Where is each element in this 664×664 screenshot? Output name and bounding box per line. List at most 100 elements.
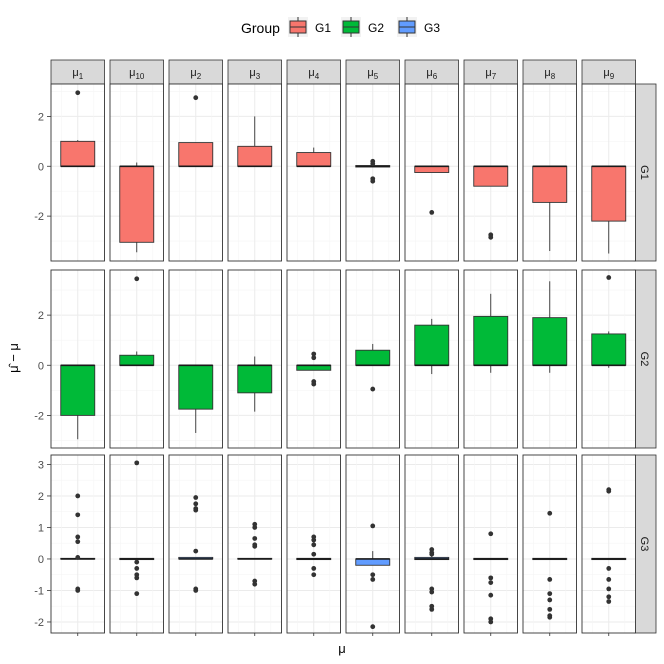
strip-right-label-g3: G3 <box>638 537 650 552</box>
box <box>178 364 214 410</box>
strip-top-3 <box>227 59 282 85</box>
strip-top-1 <box>109 59 164 85</box>
outlier-point <box>193 588 199 593</box>
outlier-point <box>134 276 140 282</box>
outlier-point <box>134 566 140 571</box>
strip-label-2: μ2 <box>190 67 201 81</box>
outlier-point <box>547 614 553 620</box>
box <box>119 165 155 243</box>
panel-g2-2 <box>168 269 223 449</box>
outlier-point <box>547 577 553 582</box>
outlier-point <box>311 537 317 543</box>
box <box>473 165 509 187</box>
outlier-point <box>370 386 376 392</box>
strip-label-4: μ4 <box>308 67 319 81</box>
outlier-point <box>134 591 140 597</box>
outlier-point <box>606 488 612 494</box>
strip-top-2 <box>168 59 223 85</box>
panel-border <box>404 83 459 262</box>
box <box>532 165 568 203</box>
panel-g1-2 <box>168 83 223 262</box>
outlier-point <box>370 178 376 184</box>
outlier-point <box>193 507 199 513</box>
panel-g3-0 <box>50 454 105 636</box>
outlier-point <box>488 531 494 537</box>
panel-border <box>168 269 223 449</box>
strip-right-label-g2: G2 <box>638 352 650 367</box>
outlier-point <box>75 512 81 518</box>
strip-top-6 <box>404 59 459 85</box>
outlier-point <box>606 577 612 582</box>
outlier-point <box>606 275 612 280</box>
panel-g3-9 <box>581 454 636 636</box>
panel-g3-7 <box>463 454 518 636</box>
legend-key-g3 <box>397 17 417 37</box>
panel-g2-4 <box>286 269 341 449</box>
panel-border <box>581 269 636 449</box>
panel-border <box>227 269 282 449</box>
box <box>414 165 450 173</box>
outlier-point <box>75 554 81 560</box>
strip-label-6: μ6 <box>426 67 437 81</box>
outlier-point <box>311 566 317 571</box>
legend-label-g3: G3 <box>424 21 440 35</box>
outlier-point <box>606 586 612 592</box>
box <box>178 142 214 167</box>
outlier-point <box>134 559 140 565</box>
panel-g2-5 <box>345 269 400 449</box>
outlier-point <box>370 624 376 630</box>
panel-border <box>50 269 105 449</box>
panel-g1-9 <box>581 83 636 262</box>
outlier-point <box>252 525 258 530</box>
outlier-point <box>311 355 317 361</box>
panel-g2-8 <box>522 269 577 449</box>
outlier-point <box>75 493 81 499</box>
outlier-point <box>429 589 435 595</box>
legend-key-g1 <box>288 17 308 37</box>
box <box>591 333 627 366</box>
legend: Group G1 G2 G3 <box>241 17 440 37</box>
outlier-point <box>429 551 435 557</box>
panel-border <box>227 83 282 262</box>
strip-top-4 <box>286 59 341 85</box>
outlier-point <box>488 580 494 585</box>
panel-g1-0 <box>50 83 105 262</box>
panel-g1-3 <box>227 83 282 262</box>
outlier-point <box>547 606 553 612</box>
x-axis-title: μ <box>338 641 346 656</box>
panel-g2-6 <box>404 269 459 449</box>
outlier-point <box>429 209 435 215</box>
y-tick-label: 1 <box>38 522 44 534</box>
outlier-point <box>311 551 317 557</box>
outlier-point <box>134 575 140 581</box>
panel-g3-5 <box>345 454 400 636</box>
outlier-point <box>252 536 258 541</box>
panel-g1-8 <box>522 83 577 262</box>
outlier-point <box>370 572 376 578</box>
outlier-point <box>606 594 612 600</box>
panel-border <box>168 83 223 262</box>
panel-g3-3 <box>227 454 282 636</box>
box <box>591 165 627 222</box>
strip-top-0 <box>50 59 105 85</box>
box <box>473 315 509 366</box>
panel-border <box>581 83 636 262</box>
panel-border <box>522 83 577 262</box>
strip-top-5 <box>345 59 400 85</box>
strip-label-1: μ10 <box>129 67 145 81</box>
panel-border <box>109 83 164 262</box>
y-tick-label: 2 <box>38 111 44 123</box>
box <box>532 317 568 366</box>
strip-label-5: μ5 <box>367 67 378 81</box>
outlier-point <box>193 495 199 500</box>
panel-border <box>109 269 164 449</box>
panel-border <box>345 269 400 449</box>
strip-right-label-g1: G1 <box>638 165 650 180</box>
box <box>119 354 155 366</box>
outlier-point <box>193 501 199 507</box>
outlier-point <box>311 381 317 387</box>
panel-g2-3 <box>227 269 282 449</box>
facet-panels: μ1 μ10 μ2 μ3 μ4 μ5 μ6 μ7 μ8 μ9 G1 -2 0 2 G2 -2 0 2 G3 -2 -1 0… <box>34 59 657 636</box>
outlier-point <box>547 597 553 603</box>
